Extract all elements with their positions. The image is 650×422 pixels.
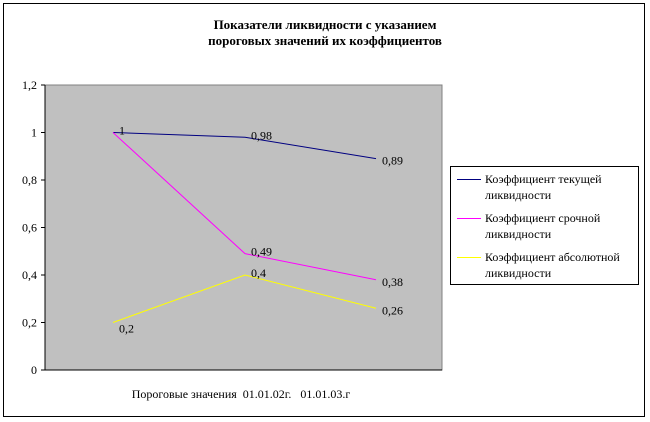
plot-area bbox=[44, 84, 443, 371]
legend-label-absolute: Коэффициент абсолютной ликвидности bbox=[485, 250, 620, 280]
legend-label-current: Коэффициент текущей ликвидности bbox=[485, 172, 602, 202]
series-line-1 bbox=[112, 132, 377, 160]
chart-title-line-2: пороговых значений их коэффициентов bbox=[208, 33, 442, 48]
data-label: 0,2 bbox=[119, 322, 134, 336]
data-label: 1 bbox=[119, 124, 125, 138]
legend-label-quick: Коэффициент срочной ликвидности bbox=[485, 211, 601, 241]
legend-item-absolute-ratio: Коэффициент абсолютной ликвидности bbox=[451, 249, 638, 285]
y-tick-label: 0,2 bbox=[22, 316, 37, 330]
y-tick-label: 1 bbox=[31, 126, 37, 140]
legend-item-current-ratio: Коэффициент текущей ликвидности bbox=[451, 171, 638, 207]
legend: Коэффициент текущей ликвидности Коэффици… bbox=[450, 166, 639, 285]
y-tick-label: 0 bbox=[31, 363, 37, 377]
x-axis-category-labels: Пороговые значения 01.01.02г. 01.01.03.г bbox=[132, 387, 351, 401]
y-tick-label: 0,4 bbox=[22, 268, 37, 282]
series-line-3 bbox=[112, 274, 377, 323]
series-lines bbox=[112, 132, 377, 323]
y-tick-label: 0,6 bbox=[22, 221, 37, 235]
legend-swatch-quick bbox=[457, 218, 481, 219]
data-label: 0,26 bbox=[382, 303, 403, 317]
data-labels: 1 0,98 0,89 0,49 0,38 0,2 0,4 0,26 bbox=[119, 124, 403, 336]
series-line-2 bbox=[112, 132, 377, 281]
data-label: 0,49 bbox=[251, 245, 272, 259]
y-tick-label: 1,2 bbox=[22, 78, 37, 92]
y-axis-ticks: 0 0,2 0,4 0,6 0,8 1 1,2 bbox=[22, 78, 45, 377]
data-label: 0,38 bbox=[382, 275, 403, 289]
y-tick-label: 0,8 bbox=[22, 173, 37, 187]
legend-item-quick-ratio: Коэффициент срочной ликвидности bbox=[451, 210, 638, 246]
data-label: 0,4 bbox=[251, 266, 266, 280]
legend-swatch-current bbox=[457, 179, 481, 180]
chart-title-line-1: Показатели ликвидности с указанием bbox=[213, 17, 437, 32]
data-label: 0,98 bbox=[251, 128, 272, 142]
data-label: 0,89 bbox=[382, 154, 403, 168]
chart-title: Показатели ликвидности с указанием порог… bbox=[0, 17, 650, 49]
legend-swatch-absolute bbox=[457, 257, 481, 258]
